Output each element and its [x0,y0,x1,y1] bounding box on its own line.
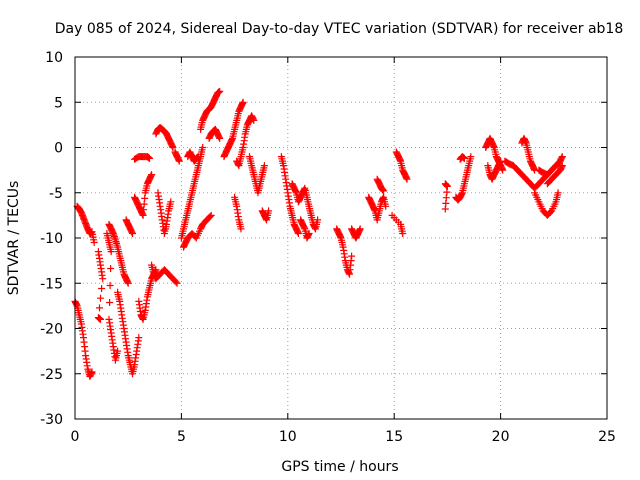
data-points [71,87,566,380]
data-point [460,154,468,162]
data-point [108,336,116,344]
data-point [116,301,124,309]
data-point [146,154,153,162]
data-point [216,87,224,95]
data-point [106,282,114,289]
data-point [399,230,407,237]
data-point [558,162,566,170]
data-point [106,299,114,306]
data-point [216,134,224,142]
y-tick-label: 10 [45,50,63,66]
data-point [83,362,91,370]
grid [75,57,607,419]
data-point [441,205,449,213]
x-tick-label: 15 [385,429,403,445]
data-point [206,213,214,220]
data-point [403,175,411,183]
plot-frame [74,56,608,420]
data-point [467,153,475,161]
y-tick-label: -20 [40,322,63,338]
data-point [88,368,96,376]
data-point [314,216,322,224]
data-point [356,225,364,233]
x-tick-label: 25 [598,429,616,445]
data-point [124,279,132,287]
y-axis-label: SDTVAR / TECUs [6,181,22,296]
x-tick-label: 10 [279,429,297,445]
y-tick-label: -5 [49,186,63,202]
data-point [558,153,566,161]
data-point [97,294,104,302]
y-tick-label: 0 [54,141,63,157]
data-point [172,278,180,286]
data-point [260,162,268,170]
x-tick-label: 0 [71,429,80,445]
data-point [114,347,122,355]
axis-ticks: 0 5 10 15 20 25 -30 -25 -20 -15 -10 -5 0 5 10 [40,50,616,445]
y-tick-label: -15 [40,276,63,292]
x-tick-label: 20 [492,429,510,445]
y-tick-label: -25 [40,367,63,383]
data-point [380,187,388,195]
data-point [107,265,115,272]
data-point [107,248,115,256]
chart-title: Day 085 of 2024, Sidereal Day-to-day VTE… [55,21,624,37]
data-point [175,157,183,165]
data-point [96,304,103,312]
data-point [169,144,177,151]
data-point [294,230,302,237]
data-point [237,225,245,233]
data-point [499,166,507,174]
data-point [173,279,181,287]
x-axis-label: GPS time / hours [281,459,398,475]
data-point [250,116,258,124]
data-point [382,202,390,210]
data-point [90,239,98,246]
data-point [265,207,273,215]
data-point [199,144,207,151]
data-point [148,171,156,179]
y-tick-label: 5 [54,95,63,111]
data-point [348,252,356,260]
data-point [99,275,107,283]
data-point [554,189,562,197]
y-tick-label: -10 [40,231,63,247]
data-point [305,230,313,237]
data-point [194,153,202,161]
data-point [129,230,136,237]
y-tick-label: -30 [40,412,63,428]
data-point [239,98,247,106]
data-point [97,315,104,323]
data-point [98,285,106,292]
data-point [167,198,175,206]
data-point [207,211,215,219]
x-tick-label: 5 [177,429,186,445]
data-point [135,334,143,342]
